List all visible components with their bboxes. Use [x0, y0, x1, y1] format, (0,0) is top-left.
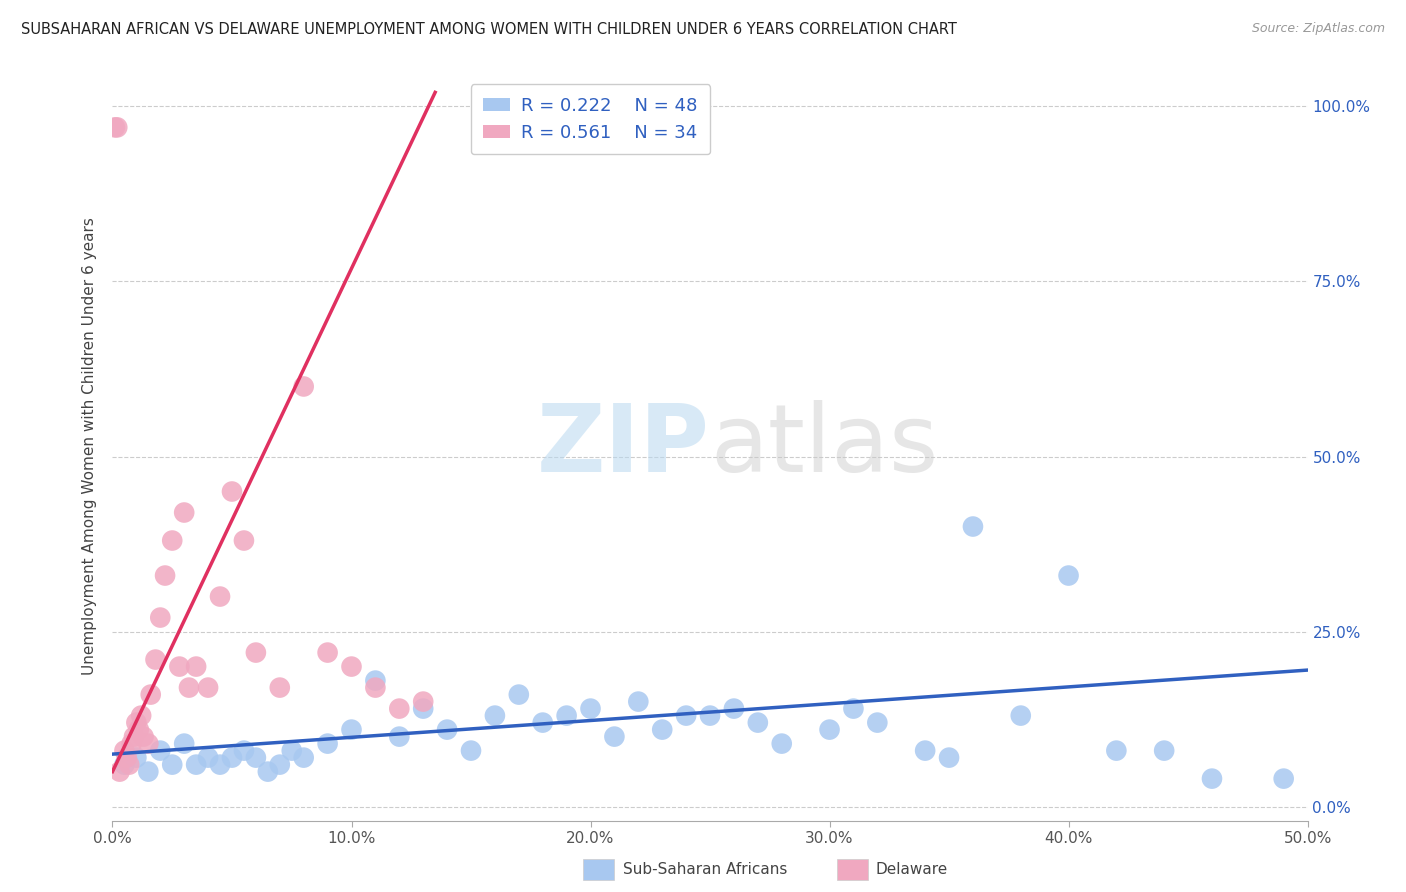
Point — [125, 715, 148, 730]
Point — [129, 708, 152, 723]
Point — [121, 737, 143, 751]
Point — [340, 723, 363, 737]
Point — [436, 723, 458, 737]
Point — [209, 757, 232, 772]
Point — [132, 730, 155, 744]
Point — [914, 743, 936, 757]
Point — [460, 743, 482, 757]
Point — [603, 730, 626, 744]
Point — [269, 757, 291, 772]
Point — [1010, 708, 1032, 723]
Point — [149, 743, 172, 757]
Text: Sub-Saharan Africans: Sub-Saharan Africans — [623, 863, 787, 877]
Point — [531, 715, 554, 730]
Point — [221, 750, 243, 764]
Point — [177, 681, 200, 695]
Point — [128, 723, 150, 737]
Point — [484, 708, 506, 723]
Point — [555, 708, 578, 723]
Point — [245, 750, 267, 764]
Point — [962, 519, 984, 533]
Point — [115, 750, 138, 764]
Point — [108, 764, 131, 779]
Point — [114, 743, 135, 757]
Point — [364, 673, 387, 688]
Point — [316, 646, 339, 660]
Text: atlas: atlas — [710, 400, 938, 492]
Point — [699, 708, 721, 723]
Point — [1201, 772, 1223, 786]
Point — [1057, 568, 1080, 582]
Point — [139, 688, 162, 702]
Point — [675, 708, 697, 723]
Point — [723, 701, 745, 715]
Point — [145, 652, 167, 666]
Point — [412, 695, 434, 709]
Point — [316, 737, 339, 751]
Point — [627, 695, 650, 709]
Point — [162, 533, 183, 548]
Point — [105, 120, 128, 135]
Point — [209, 590, 232, 604]
Point — [364, 681, 387, 695]
Point — [866, 715, 889, 730]
Point — [149, 610, 172, 624]
Point — [118, 757, 141, 772]
Point — [122, 730, 145, 744]
Y-axis label: Unemployment Among Women with Children Under 6 years: Unemployment Among Women with Children U… — [82, 217, 97, 675]
Point — [173, 737, 195, 751]
Point — [938, 750, 960, 764]
Point — [257, 764, 280, 779]
Point — [245, 646, 267, 660]
Point — [292, 379, 315, 393]
Point — [340, 659, 363, 673]
Point — [138, 764, 160, 779]
Point — [388, 730, 411, 744]
Point — [153, 568, 176, 582]
Point — [1105, 743, 1128, 757]
Point — [1153, 743, 1175, 757]
Point — [651, 723, 673, 737]
Point — [169, 659, 191, 673]
Point — [747, 715, 769, 730]
Text: ZIP: ZIP — [537, 400, 710, 492]
Point — [1272, 772, 1295, 786]
Point — [579, 701, 602, 715]
Point — [292, 750, 315, 764]
Point — [186, 757, 208, 772]
Text: SUBSAHARAN AFRICAN VS DELAWARE UNEMPLOYMENT AMONG WOMEN WITH CHILDREN UNDER 6 YE: SUBSAHARAN AFRICAN VS DELAWARE UNEMPLOYM… — [21, 22, 957, 37]
Legend: R = 0.222    N = 48, R = 0.561    N = 34: R = 0.222 N = 48, R = 0.561 N = 34 — [471, 84, 710, 154]
Point — [269, 681, 291, 695]
Point — [221, 484, 243, 499]
Point — [197, 681, 219, 695]
Point — [114, 757, 135, 772]
Point — [388, 701, 411, 715]
Point — [186, 659, 208, 673]
Point — [138, 737, 160, 751]
Point — [508, 688, 530, 702]
Text: Source: ZipAtlas.com: Source: ZipAtlas.com — [1251, 22, 1385, 36]
Point — [125, 750, 148, 764]
Point — [412, 701, 434, 715]
Point — [842, 701, 865, 715]
Point — [233, 533, 256, 548]
Point — [104, 120, 127, 135]
Point — [197, 750, 219, 764]
Point — [281, 743, 304, 757]
FancyBboxPatch shape — [583, 859, 614, 880]
FancyBboxPatch shape — [837, 859, 868, 880]
Point — [770, 737, 793, 751]
Point — [173, 506, 195, 520]
Point — [233, 743, 256, 757]
Point — [818, 723, 841, 737]
Point — [162, 757, 183, 772]
Text: Delaware: Delaware — [876, 863, 948, 877]
